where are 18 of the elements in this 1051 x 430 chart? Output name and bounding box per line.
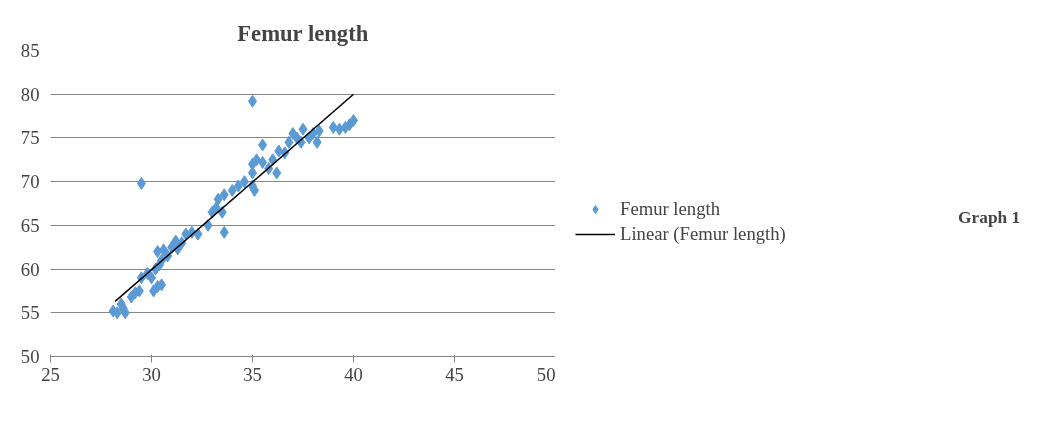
- x-tick-label: 40: [344, 363, 363, 385]
- x-tick-label: 35: [243, 363, 262, 385]
- legend-label: Linear (Femur length): [620, 223, 786, 245]
- chart-title: Femur length: [237, 20, 369, 46]
- y-tick-label: 60: [20, 258, 40, 280]
- y-tick-label: 65: [20, 214, 40, 236]
- x-tick-label: 25: [41, 363, 60, 385]
- legend-label: Femur length: [620, 198, 721, 220]
- y-tick-label: 50: [20, 346, 40, 367]
- caption: Graph 1: [958, 208, 1021, 228]
- x-tick-label: 45: [445, 363, 464, 385]
- y-tick-label: 55: [20, 302, 40, 324]
- x-tick-label: 30: [142, 363, 161, 385]
- y-tick-label: 85: [20, 40, 40, 61]
- y-tick-label: 75: [20, 127, 40, 149]
- y-tick-label: 80: [20, 83, 40, 105]
- x-tick-label: 50: [536, 363, 556, 385]
- y-tick-label: 70: [20, 171, 40, 193]
